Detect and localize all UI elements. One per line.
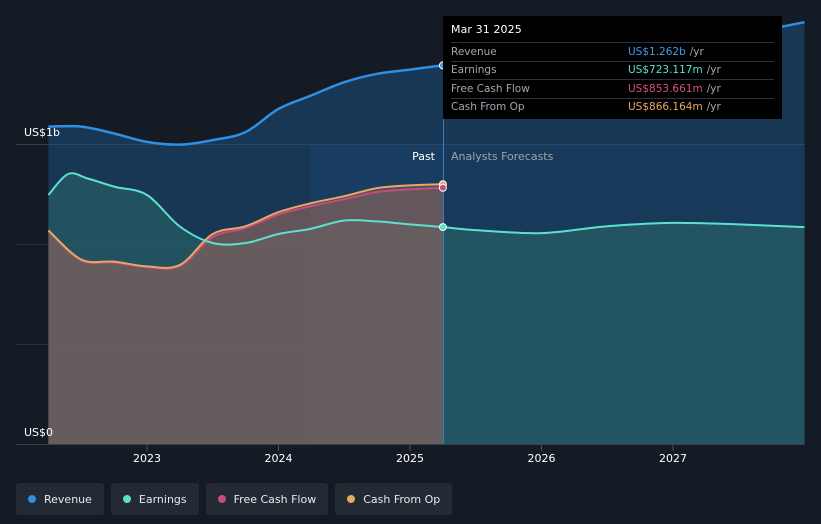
legend-item-revenue[interactable]: Revenue <box>16 483 104 515</box>
tooltip-label: Earnings <box>451 64 497 77</box>
earnings-area <box>48 173 805 444</box>
y-axis-top-label: US$1b <box>24 126 60 139</box>
tooltip-label: Cash From Op <box>451 101 525 114</box>
x-tick-label: 2025 <box>396 452 424 465</box>
tooltip-value: US$723.117m <box>628 64 703 77</box>
tooltip-unit: /yr <box>706 64 721 77</box>
earnings-dot-icon <box>122 495 131 503</box>
x-tick-label: 2027 <box>659 452 687 465</box>
past-label: Past <box>412 150 436 163</box>
tooltip-date: Mar 31 2025 <box>451 23 522 36</box>
legend: Revenue Earnings Free Cash Flow Cash Fro… <box>16 483 453 515</box>
legend-label: Cash From Op <box>363 492 441 506</box>
tooltip-unit: /yr <box>706 101 721 114</box>
tooltip-value: US$866.164m <box>628 101 703 114</box>
free-cash-flow-area <box>48 187 443 445</box>
x-tick-label: 2023 <box>133 452 161 465</box>
cash-from-op-line <box>47 183 443 269</box>
legend-label: Free Cash Flow <box>233 492 317 506</box>
y-axis-bottom-label: US$0 <box>24 426 53 439</box>
tooltip-label: Revenue <box>451 45 497 58</box>
earnings-line <box>47 172 805 246</box>
tooltip-row-free-cash-flow: Free Cash Flow US$853.661m /yr <box>451 79 774 98</box>
tooltip: Mar 31 2025 Revenue US$1.262b /yr Earnin… <box>443 16 782 119</box>
chart-area: US$1b US$0 Past Analysts Forecasts 2023 2… <box>16 20 805 465</box>
tooltip-row-earnings: Earnings US$723.117m /yr <box>451 60 774 80</box>
tooltip-value: US$853.661m <box>628 82 703 95</box>
legend-item-earnings[interactable]: Earnings <box>110 483 199 515</box>
x-tick-label: 2026 <box>528 452 556 465</box>
tooltip-row-cash-from-op: Cash From Op US$866.164m /yr <box>451 97 774 117</box>
tooltip-value: US$1.262b <box>628 45 686 58</box>
tooltip-unit: /yr <box>706 82 721 95</box>
cash-from-op-area <box>48 184 443 444</box>
free-cash-flow-dot-icon <box>217 495 226 503</box>
tooltip-row-revenue: Revenue US$1.262b /yr <box>451 42 774 61</box>
legend-item-cash-from-op[interactable]: Cash From Op <box>335 483 453 515</box>
legend-label: Revenue <box>44 492 92 506</box>
earnings-marker <box>438 223 447 232</box>
x-tick-label: 2024 <box>265 452 293 465</box>
revenue-dot-icon <box>28 495 36 503</box>
forecast-label: Analysts Forecasts <box>451 150 554 163</box>
tooltip-unit: /yr <box>689 45 704 58</box>
tooltip-label: Free Cash Flow <box>451 82 530 95</box>
legend-item-free-cash-flow[interactable]: Free Cash Flow <box>205 483 329 515</box>
legend-label: Earnings <box>138 492 187 506</box>
free-cash-flow-marker <box>438 183 447 192</box>
cash-from-op-dot-icon <box>347 495 356 503</box>
